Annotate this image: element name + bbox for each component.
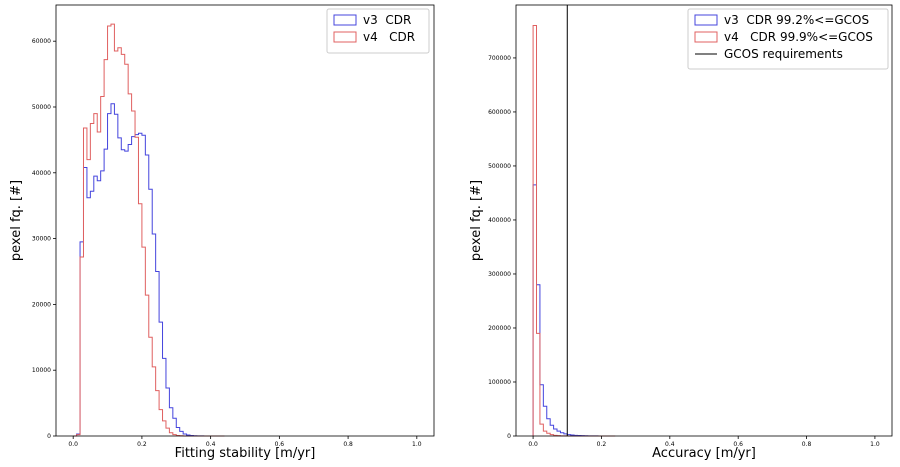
series-v3-histogram [532, 184, 616, 437]
x-tick-label: 0.0 [528, 441, 538, 448]
legend-entry-v3: v3 CDR [363, 13, 411, 27]
y-tick-label: 10000 [32, 367, 51, 374]
y-tick-label: 40000 [32, 170, 51, 177]
y-tick-label: 20000 [32, 301, 51, 308]
y-tick-label: 0 [507, 433, 511, 440]
plot-area: 0.0 0.2 0.4 0.6 0.8 1.0 0 100000 200000 300000 400… [488, 4, 893, 448]
legend-box [687, 8, 889, 70]
y-tick-label: 200000 [488, 325, 511, 332]
legend: v3 CDR v4 CDR [326, 8, 430, 54]
x-tick-label: 1.0 [870, 441, 880, 448]
x-tick-label: 0.4 [206, 441, 216, 448]
x-tick-label: 0.8 [343, 441, 353, 448]
y-tick-label: 50000 [32, 104, 51, 111]
axes-frame [515, 4, 893, 437]
y-tick-label: 600000 [488, 109, 511, 116]
x-tick-label: 0.2 [597, 441, 607, 448]
legend-swatch-v3 [333, 14, 357, 26]
legend: v3 CDR 99.2%<=GCOS v4 CDR 99.9%<=GCOS GC… [687, 8, 889, 70]
series-v4-histogram [73, 23, 225, 437]
fitting-stability-histogram: 0.0 0.2 0.4 0.6 0.8 1.0 0 10000 20000 30000 40000 5… [9, 4, 435, 461]
y-tick-label: 500000 [488, 163, 511, 170]
accuracy-histogram: 0.0 0.2 0.4 0.6 0.8 1.0 0 100000 200000 300000 400… [469, 4, 893, 461]
x-tick-label: 0.2 [137, 441, 147, 448]
y-tick-label: 300000 [488, 271, 511, 278]
x-tick-label: 0.6 [275, 441, 285, 448]
x-tick-label: 0.6 [733, 441, 743, 448]
y-tick-label: 400000 [488, 217, 511, 224]
y-axis-label: pexel fq. [#] [9, 180, 24, 261]
y-tick-label: 60000 [32, 38, 51, 45]
legend-entry-v3: v3 CDR 99.2%<=GCOS [724, 13, 869, 27]
x-tick-label: 0.8 [802, 441, 812, 448]
legend-swatch-v4 [333, 31, 357, 43]
series-v4-histogram [532, 25, 616, 437]
y-axis-label: pexel fq. [#] [469, 180, 484, 261]
x-axis-label: Fitting stability [m/yr] [175, 446, 316, 461]
y-tick-label: 0 [47, 433, 51, 440]
x-tick-label: 1.0 [412, 441, 422, 448]
legend-swatch-v3 [694, 14, 718, 26]
series-v3-histogram [73, 103, 225, 437]
x-axis-label: Accuracy [m/yr] [652, 446, 756, 461]
plot-area: 0.0 0.2 0.4 0.6 0.8 1.0 0 10000 20000 30000 40000 5… [32, 4, 435, 448]
legend-entry-gcos: GCOS requirements [724, 47, 843, 61]
x-tick-label: 0.0 [68, 441, 78, 448]
legend-swatch-v4 [694, 31, 718, 43]
y-tick-label: 700000 [488, 55, 511, 62]
x-tick-label: 0.4 [665, 441, 675, 448]
legend-entry-v4: v4 CDR 99.9%<=GCOS [724, 30, 873, 44]
y-tick-label: 100000 [488, 379, 511, 386]
axes-frame [55, 4, 435, 437]
legend-entry-v4: v4 CDR [363, 30, 415, 44]
y-tick-label: 30000 [32, 236, 51, 243]
